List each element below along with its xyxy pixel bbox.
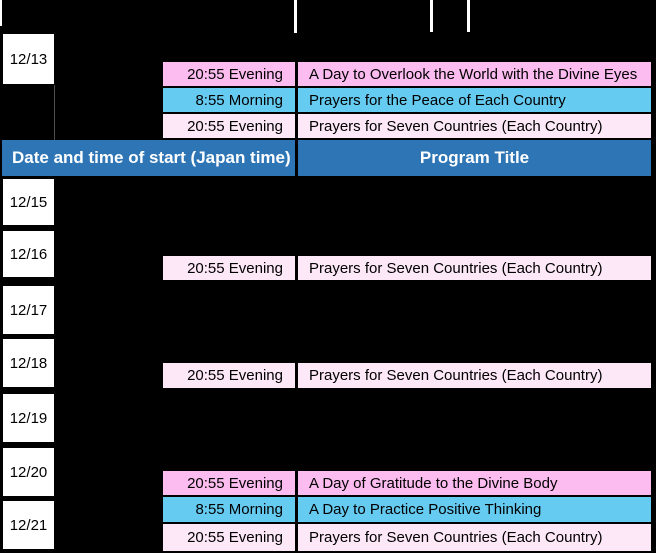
- time-label: 20:55 Evening: [187, 65, 283, 83]
- program-title-label: Prayers for Seven Countries (Each Countr…: [309, 529, 603, 546]
- program-title-label: A Day to Practice Positive Thinking: [309, 501, 542, 518]
- date-label: 12/15: [9, 193, 48, 211]
- date-label: 12/19: [9, 409, 48, 427]
- date-cell-12-15: 12/15: [2, 178, 55, 226]
- time-cell: 8:55 Morning: [163, 88, 295, 112]
- top-row-border-line: [430, 0, 433, 32]
- program-title-label: Prayers for Seven Countries (Each Countr…: [309, 259, 603, 277]
- date-cell-12-13: 12/13: [2, 33, 55, 85]
- date-label: 12/20: [9, 463, 48, 481]
- time-cell: 20:55 Evening: [163, 256, 295, 280]
- date-label: 12/18: [9, 354, 48, 372]
- column-grid-line: [54, 85, 55, 140]
- time-label: 20:55 Evening: [187, 117, 283, 135]
- date-cell-12-16: 12/16: [2, 230, 55, 278]
- time-label: 20:55 Evening: [187, 474, 283, 492]
- program-title-cell: Prayers for the Peace of Each Country: [298, 88, 651, 112]
- time-label: 8:55 Morning: [195, 501, 283, 518]
- date-label: 12/17: [9, 301, 48, 319]
- date-cell-12-20: 12/20: [2, 447, 55, 497]
- time-cell: 20:55 Evening: [163, 471, 295, 495]
- program-title-cell: Prayers for Seven Countries (Each Countr…: [298, 524, 651, 551]
- program-title-label: Prayers for Seven Countries (Each Countr…: [309, 367, 603, 384]
- date-cell-12-21: 12/21: [2, 500, 55, 550]
- time-cell: 20:55 Evening: [163, 524, 295, 551]
- time-cell: 20:55 Evening: [163, 363, 295, 388]
- program-title-cell: Prayers for Seven Countries (Each Countr…: [298, 114, 651, 138]
- program-title-label: Prayers for the Peace of Each Country: [309, 91, 566, 109]
- program-title-cell: Prayers for Seven Countries (Each Countr…: [298, 256, 651, 280]
- program-title-label: Prayers for Seven Countries (Each Countr…: [309, 117, 603, 135]
- top-row-border-line: [294, 0, 297, 33]
- program-title-cell: A Day to Overlook the World with the Div…: [298, 62, 651, 86]
- time-cell: 20:55 Evening: [163, 62, 295, 86]
- time-cell: 8:55 Morning: [163, 497, 295, 522]
- date-cell-12-18: 12/18: [2, 338, 55, 388]
- header-title-column: Program Title: [298, 140, 651, 176]
- time-label: 8:55 Morning: [195, 91, 283, 109]
- program-title-label: A Day of Gratitude to the Divine Body: [309, 474, 558, 492]
- time-cell: 20:55 Evening: [163, 114, 295, 138]
- time-label: 20:55 Evening: [187, 367, 283, 384]
- time-label: 20:55 Evening: [187, 529, 283, 546]
- program-title-cell: Prayers for Seven Countries (Each Countr…: [298, 363, 651, 388]
- date-label: 12/16: [9, 245, 48, 263]
- top-row-border-line: [467, 0, 470, 32]
- date-cell-12-17: 12/17: [2, 285, 55, 335]
- date-label: 12/13: [9, 50, 48, 68]
- program-title-cell: A Day of Gratitude to the Divine Body: [298, 471, 651, 495]
- date-cell-12-19: 12/19: [2, 393, 55, 443]
- program-title-label: A Day to Overlook the World with the Div…: [309, 65, 638, 83]
- date-label: 12/21: [9, 516, 48, 534]
- time-label: 20:55 Evening: [187, 259, 283, 277]
- header-date-label: Date and time of start (Japan time): [12, 148, 291, 167]
- header-date-column: Date and time of start (Japan time): [2, 140, 295, 176]
- top-row-border-line: [0, 0, 2, 26]
- program-title-cell: A Day to Practice Positive Thinking: [298, 497, 651, 522]
- header-title-label: Program Title: [419, 148, 530, 167]
